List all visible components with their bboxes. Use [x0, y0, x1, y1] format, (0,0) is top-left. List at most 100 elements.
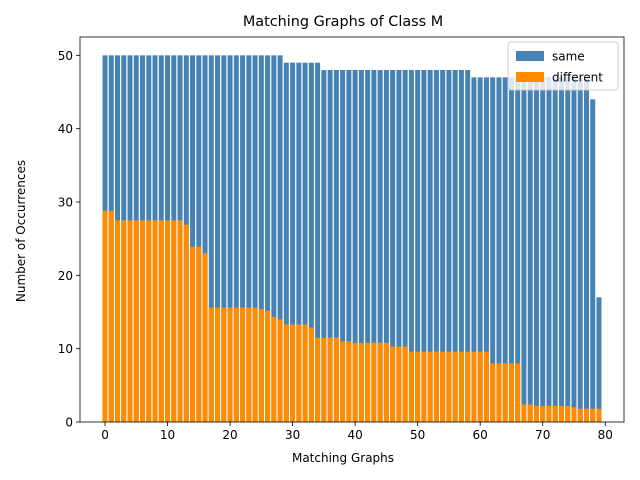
bar-different-67 [521, 404, 527, 422]
series-different [102, 210, 602, 422]
bar-same-14 [190, 55, 196, 422]
bar-different-66 [515, 363, 521, 422]
bar-different-26 [265, 310, 271, 422]
bar-same-79 [596, 297, 602, 422]
bar-same-52 [427, 70, 433, 422]
bar-different-47 [396, 346, 402, 422]
bar-different-23 [246, 307, 252, 422]
bar-different-64 [502, 363, 508, 422]
bar-different-49 [408, 351, 414, 422]
bar-different-44 [377, 342, 383, 422]
y-tick-label: 40 [58, 122, 73, 136]
legend-label-same: same [552, 50, 585, 64]
bar-different-5 [133, 220, 139, 422]
x-tick-label: 10 [160, 428, 175, 442]
bar-same-37 [333, 70, 339, 422]
bar-different-22 [240, 307, 246, 422]
bar-different-3 [121, 220, 127, 422]
legend: same different [507, 41, 619, 91]
bar-same-42 [365, 70, 371, 422]
bar-same-38 [340, 70, 346, 422]
bar-different-0 [102, 210, 108, 422]
bar-same-49 [408, 70, 414, 422]
y-tick-label: 10 [58, 342, 73, 356]
bar-same-33 [308, 62, 314, 423]
bar-same-60 [477, 77, 483, 422]
bar-different-20 [227, 307, 233, 422]
bar-same-77 [583, 77, 589, 422]
bar-different-79 [596, 408, 602, 422]
y-tick-label: 20 [58, 269, 73, 283]
y-tick-label: 50 [58, 49, 73, 63]
bar-same-61 [483, 77, 489, 422]
bar-different-24 [252, 307, 258, 422]
x-tick-label: 40 [347, 428, 362, 442]
bar-different-43 [371, 342, 377, 422]
x-tick-label: 30 [285, 428, 300, 442]
bar-same-30 [290, 62, 296, 423]
bar-different-14 [190, 246, 196, 422]
bar-different-53 [433, 351, 439, 422]
bar-same-70 [540, 77, 546, 422]
bar-different-77 [583, 408, 589, 422]
bar-different-33 [308, 327, 314, 422]
bar-same-54 [440, 70, 446, 422]
bar-different-65 [508, 363, 514, 422]
bar-same-27 [271, 55, 277, 422]
bar-same-66 [515, 77, 521, 422]
bar-same-19 [221, 55, 227, 422]
axes-frame [79, 36, 625, 423]
bar-different-48 [402, 346, 408, 422]
bar-same-68 [527, 77, 533, 422]
bar-same-64 [502, 77, 508, 422]
legend-label-different: different [552, 71, 603, 85]
bar-different-39 [346, 341, 352, 422]
bar-same-29 [283, 62, 289, 423]
bar-same-40 [352, 70, 358, 422]
bar-same-21 [233, 55, 239, 422]
x-tick-label: 80 [598, 428, 613, 442]
bar-same-63 [496, 77, 502, 422]
bar-same-53 [433, 70, 439, 422]
bar-different-34 [315, 337, 321, 422]
bar-different-42 [365, 342, 371, 422]
bar-same-62 [490, 77, 496, 422]
bar-same-26 [265, 55, 271, 422]
bar-same-35 [321, 70, 327, 422]
bar-same-20 [227, 55, 233, 422]
x-tick-label: 50 [410, 428, 425, 442]
bar-same-18 [215, 55, 221, 422]
legend-swatch-same [516, 51, 544, 61]
bar-different-59 [471, 351, 477, 422]
bar-different-63 [496, 363, 502, 422]
bar-same-17 [208, 55, 214, 422]
bar-different-36 [327, 337, 333, 422]
bar-different-52 [427, 351, 433, 422]
bar-same-41 [358, 70, 364, 422]
bar-different-68 [527, 404, 533, 422]
bar-same-78 [590, 99, 596, 422]
bar-different-41 [358, 342, 364, 422]
bar-same-47 [396, 70, 402, 422]
bar-different-19 [221, 307, 227, 422]
bar-different-50 [415, 351, 421, 422]
bar-same-22 [240, 55, 246, 422]
bar-different-29 [283, 324, 289, 422]
bar-different-57 [458, 351, 464, 422]
bar-same-55 [446, 70, 452, 422]
bar-different-28 [277, 319, 283, 422]
bar-same-43 [371, 70, 377, 422]
bar-different-12 [177, 220, 183, 422]
bar-same-39 [346, 70, 352, 422]
bar-same-36 [327, 70, 333, 422]
bar-different-72 [552, 405, 558, 422]
bar-same-24 [252, 55, 258, 422]
bar-same-46 [390, 70, 396, 422]
bar-different-78 [590, 408, 596, 422]
bar-different-60 [477, 351, 483, 422]
bar-different-21 [233, 307, 239, 422]
bar-different-17 [208, 307, 214, 422]
bar-different-4 [127, 220, 133, 422]
bar-same-23 [246, 55, 252, 422]
